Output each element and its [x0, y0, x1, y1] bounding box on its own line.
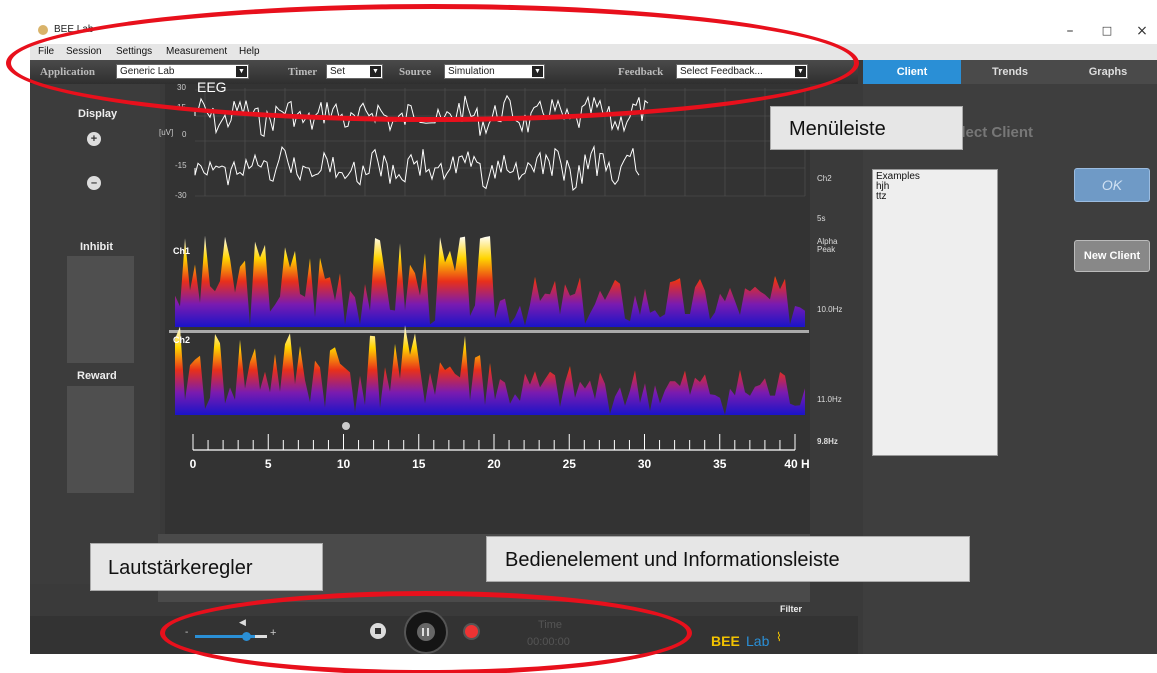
- annotation-ellipse-controls: [160, 591, 692, 673]
- eeg-channel-label: Ch2: [817, 174, 832, 183]
- reward-meter: [67, 386, 134, 493]
- peak-current-value: 9.8Hz: [817, 437, 838, 446]
- frequency-slider-handle[interactable]: [342, 422, 350, 430]
- maximize-button[interactable]: □: [1101, 24, 1113, 37]
- eeg-tick: -30: [175, 191, 187, 200]
- eeg-tick: -15: [175, 161, 187, 170]
- close-button[interactable]: ×: [1136, 23, 1148, 39]
- new-client-button[interactable]: New Client: [1074, 240, 1150, 272]
- tab-client[interactable]: Client: [863, 60, 961, 84]
- annotation-menu: Menüleiste: [770, 106, 963, 150]
- frequency-tick-label: 35: [713, 457, 727, 471]
- frequency-tick-label: 20: [487, 457, 501, 471]
- tab-trends[interactable]: Trends: [991, 66, 1029, 78]
- annotation-volume-text: Lautstärkeregler: [108, 557, 253, 579]
- zoom-out-button[interactable]: –: [87, 176, 101, 190]
- frequency-tick-label: 10: [337, 457, 351, 471]
- frequency-tick-label: 30: [638, 457, 652, 471]
- peak-ch2-value: 11.0Hz: [817, 395, 842, 404]
- list-item[interactable]: Examples: [876, 171, 920, 182]
- reward-label: Reward: [77, 370, 117, 382]
- display-label: Display: [78, 108, 118, 120]
- peak-label: Peak: [817, 245, 836, 254]
- spectrum-ch1-surface: [175, 235, 805, 327]
- ok-button[interactable]: OK: [1074, 168, 1150, 202]
- logo-icon: ⌇: [776, 630, 782, 644]
- peak-ch1-value: 10.0Hz: [817, 305, 843, 314]
- app-icon: [38, 25, 48, 35]
- minimize-button[interactable]: –: [1066, 23, 1074, 39]
- client-list[interactable]: Examples hjh ttz: [872, 169, 998, 456]
- annotation-ellipse-menu: [6, 4, 859, 122]
- eeg-trace-2: [194, 144, 640, 191]
- frequency-tick-label: 40 Hz: [784, 457, 810, 471]
- list-item[interactable]: ttz: [876, 191, 887, 202]
- eeg-timespan-label: 5s: [817, 214, 826, 223]
- tab-bar: Client Trends Graphs: [863, 60, 1157, 84]
- inhibit-label: Inhibit: [80, 241, 113, 253]
- select-client-title: Select Client: [943, 124, 1034, 141]
- client-panel: Select Client Examples hjh ttz OK New Cl…: [863, 84, 1157, 654]
- frequency-tick-label: 0: [190, 457, 197, 471]
- eeg-unit: [uV]: [159, 128, 174, 137]
- list-item[interactable]: hjh: [876, 181, 890, 192]
- logo-lab: Lab: [746, 633, 770, 649]
- filter-label: Filter: [779, 604, 802, 614]
- annotation-controls-text: Bedienelement und Informationsleiste: [505, 549, 840, 571]
- spectrum-ch2-label: Ch2: [173, 335, 191, 345]
- frequency-tick-label: 15: [412, 457, 426, 471]
- alpha-label: Alpha: [817, 237, 838, 246]
- logo-bee: BEE: [711, 633, 740, 649]
- filter-bar: Filter: [158, 602, 810, 616]
- frequency-axis: 0 5 10 15 20 25 30 35 40 Hz: [190, 434, 810, 471]
- spectrum-ch2-surface: [175, 325, 805, 415]
- spectrum-divider: [169, 330, 809, 333]
- right-info-column: Ch2 5s Alpha Peak 10.0Hz 11.0Hz 9.8Hz: [810, 84, 860, 534]
- annotation-volume: Lautstärkeregler: [90, 543, 323, 591]
- left-panel: Display + – Inhibit Reward: [30, 84, 160, 584]
- inhibit-meter: [67, 256, 134, 363]
- frequency-tick-label: 25: [563, 457, 577, 471]
- frequency-tick-label: 5: [265, 457, 272, 471]
- eeg-spectrum-svg: 0 5 10 15 20 25 30 35 40 Hz: [169, 88, 810, 471]
- zoom-in-button[interactable]: +: [87, 132, 101, 146]
- window-title: BEE Lab: [54, 24, 94, 35]
- tab-graphs[interactable]: Graphs: [1088, 66, 1128, 78]
- eeg-tick: 0: [182, 130, 187, 139]
- annotation-controls: Bedienelement und Informationsleiste: [486, 536, 970, 582]
- spectrum-ch1-label: Ch1: [173, 246, 191, 256]
- annotation-menu-text: Menüleiste: [789, 118, 886, 140]
